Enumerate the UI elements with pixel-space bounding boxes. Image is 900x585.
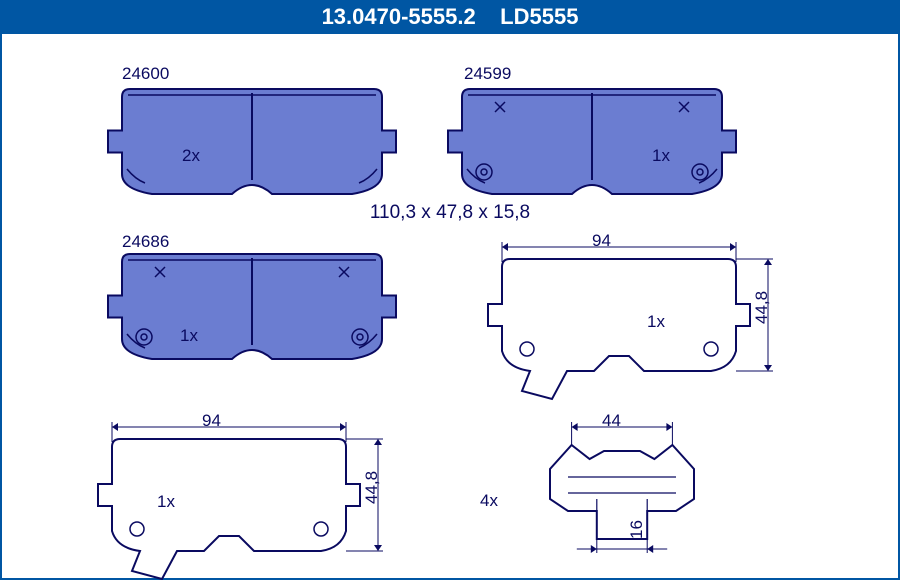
qty-pad_top_left: 2x [182, 146, 200, 166]
label-pad_top_right: 24599 [464, 64, 511, 84]
dimw-shim_bottom_left: 94 [202, 411, 221, 431]
qty-shim_bottom_left: 1x [157, 492, 175, 512]
label-pad_mid_left: 24686 [122, 232, 169, 252]
dimh-shim_right: 44,8 [752, 291, 772, 324]
dimw-clip_bottom_right: 44 [602, 411, 621, 431]
dimh-shim_bottom_left: 44,8 [362, 471, 382, 504]
dimh-clip_bottom_right: 16 [627, 520, 647, 539]
part-code: LD5555 [500, 4, 578, 29]
dimw-shim_right: 94 [592, 231, 611, 251]
header-bar: 13.0470-5555.2 LD5555 [0, 0, 900, 34]
center-dimensions: 110,3 x 47,8 x 15,8 [2, 202, 898, 224]
qty-shim_right: 1x [647, 312, 665, 332]
qty-pad_mid_left: 1x [180, 326, 198, 346]
label-pad_top_left: 24600 [122, 64, 169, 84]
part-number: 13.0470-5555.2 [322, 4, 476, 29]
qty-clip_bottom_right: 4x [480, 491, 498, 511]
qty-pad_top_right: 1x [652, 146, 670, 166]
diagram-area: 24600 2x 24599 1x 24686 1x 1x 94 44,8 1x 94 44,8 4x 4… [0, 34, 900, 580]
